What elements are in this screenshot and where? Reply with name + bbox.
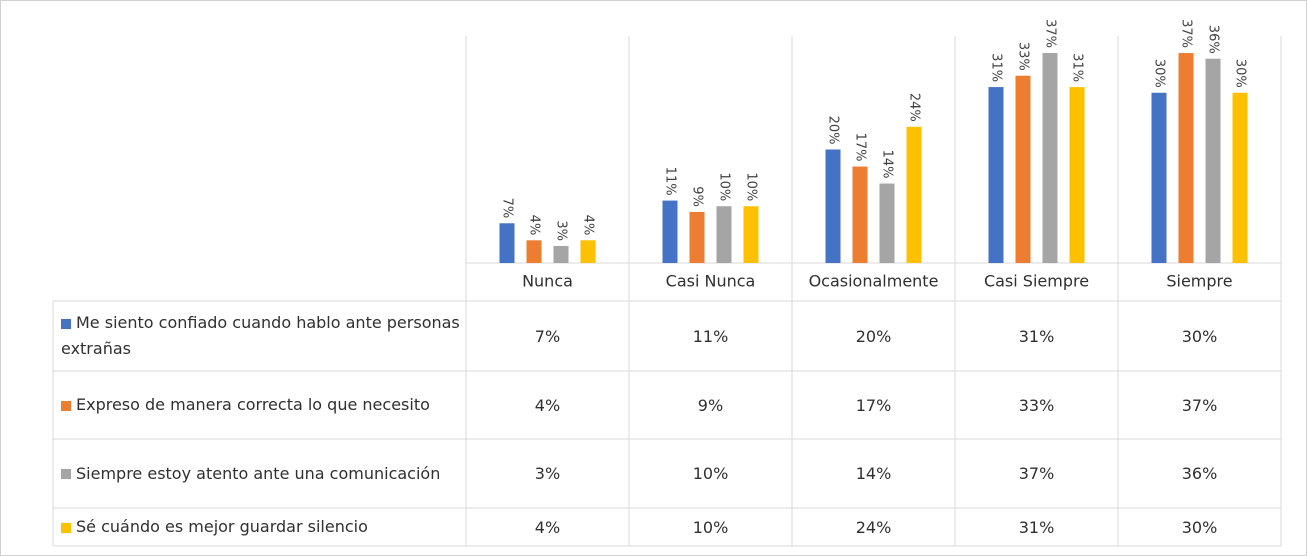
data-label: 37% — [1179, 19, 1194, 48]
table-value: 33% — [1018, 395, 1055, 415]
bar — [743, 206, 759, 263]
data-label: 11% — [663, 167, 678, 196]
x-tick-label: Siempre — [1166, 272, 1232, 291]
bar — [716, 206, 732, 263]
bar — [988, 87, 1004, 263]
bar — [1151, 92, 1167, 263]
table-value: 36% — [1181, 464, 1218, 483]
data-label: 37% — [1043, 19, 1058, 48]
data-label: 17% — [853, 133, 868, 162]
legend-entry: Me siento confiado cuando hablo ante per… — [53, 301, 466, 371]
data-label: 4% — [581, 215, 596, 236]
bar — [526, 240, 542, 263]
bar — [1042, 53, 1058, 264]
bar — [499, 223, 515, 263]
table-value: 37% — [1181, 395, 1218, 415]
data-label: 30% — [1233, 59, 1248, 88]
table-value: 31% — [1018, 326, 1055, 346]
bar — [580, 240, 596, 263]
bar — [1205, 58, 1221, 264]
bar — [1069, 87, 1085, 263]
data-label: 7% — [500, 198, 515, 219]
table-value: 7% — [534, 326, 561, 346]
table-value: 30% — [1181, 326, 1218, 346]
data-label: 10% — [717, 172, 732, 201]
data-label: 3% — [554, 220, 569, 241]
table-value: 11% — [692, 326, 729, 346]
data-label: 10% — [744, 172, 759, 201]
table-value: 31% — [1018, 517, 1055, 537]
table-value: 4% — [534, 517, 561, 537]
table-value: 10% — [692, 464, 729, 483]
data-label: 33% — [1016, 42, 1031, 71]
bar — [553, 245, 569, 263]
legend-swatch — [61, 522, 71, 533]
table-value: 30% — [1181, 517, 1218, 537]
table-value: 24% — [855, 517, 892, 537]
data-label: 24% — [907, 93, 922, 122]
table-value: 3% — [534, 464, 561, 483]
bar — [906, 126, 922, 263]
legend-text-block: Siempre estoy atento ante una comunicaci… — [61, 461, 440, 487]
table-value: 37% — [1018, 464, 1055, 483]
legend-entry: Expreso de manera correcta lo que necesi… — [53, 371, 466, 439]
x-tick-label: Nunca — [522, 272, 573, 291]
data-label: 31% — [989, 53, 1004, 82]
bar — [825, 149, 841, 263]
data-label: 20% — [826, 116, 841, 145]
legend-label: Siempre estoy atento ante una comunicaci… — [76, 463, 441, 483]
legend-text-block: Expreso de manera correcta lo que necesi… — [61, 392, 430, 418]
legend-entry: Siempre estoy atento ante una comunicaci… — [53, 439, 466, 508]
table-value: 10% — [692, 517, 729, 537]
table-value: 9% — [697, 395, 724, 415]
data-label: 4% — [527, 215, 542, 236]
legend-swatch — [61, 318, 71, 329]
legend-label: Expreso de manera correcta lo que necesi… — [76, 395, 430, 414]
table-value: 14% — [855, 464, 892, 483]
bar — [852, 166, 868, 263]
legend-entry: Sé cuándo es mejor guardar silencio — [53, 508, 466, 546]
bar — [1232, 92, 1248, 263]
data-label: 36% — [1206, 25, 1221, 54]
x-tick-label: Casi Nunca — [666, 272, 756, 291]
bar — [879, 183, 895, 263]
legend-text-block: Me siento confiado cuando hablo ante per… — [61, 310, 460, 362]
x-tick-label: Ocasionalmente — [809, 272, 939, 291]
data-label: 14% — [880, 150, 895, 179]
legend-label: Sé cuándo es mejor guardar silencio — [76, 517, 368, 536]
legend-label: Me siento confiado cuando hablo ante per… — [61, 313, 460, 358]
bar — [689, 211, 705, 263]
bar — [1015, 75, 1031, 263]
x-tick-label: Casi Siempre — [984, 272, 1089, 291]
legend-swatch — [61, 400, 71, 411]
table-value: 4% — [534, 395, 561, 415]
data-label: 31% — [1070, 53, 1085, 82]
bar — [662, 200, 678, 263]
legend-swatch — [61, 469, 71, 479]
data-label: 9% — [690, 186, 705, 207]
table-value: 20% — [855, 326, 892, 346]
data-label: 30% — [1152, 59, 1167, 88]
legend-text-block: Sé cuándo es mejor guardar silencio — [61, 514, 368, 540]
bar — [1178, 53, 1194, 264]
table-value: 17% — [855, 395, 892, 415]
